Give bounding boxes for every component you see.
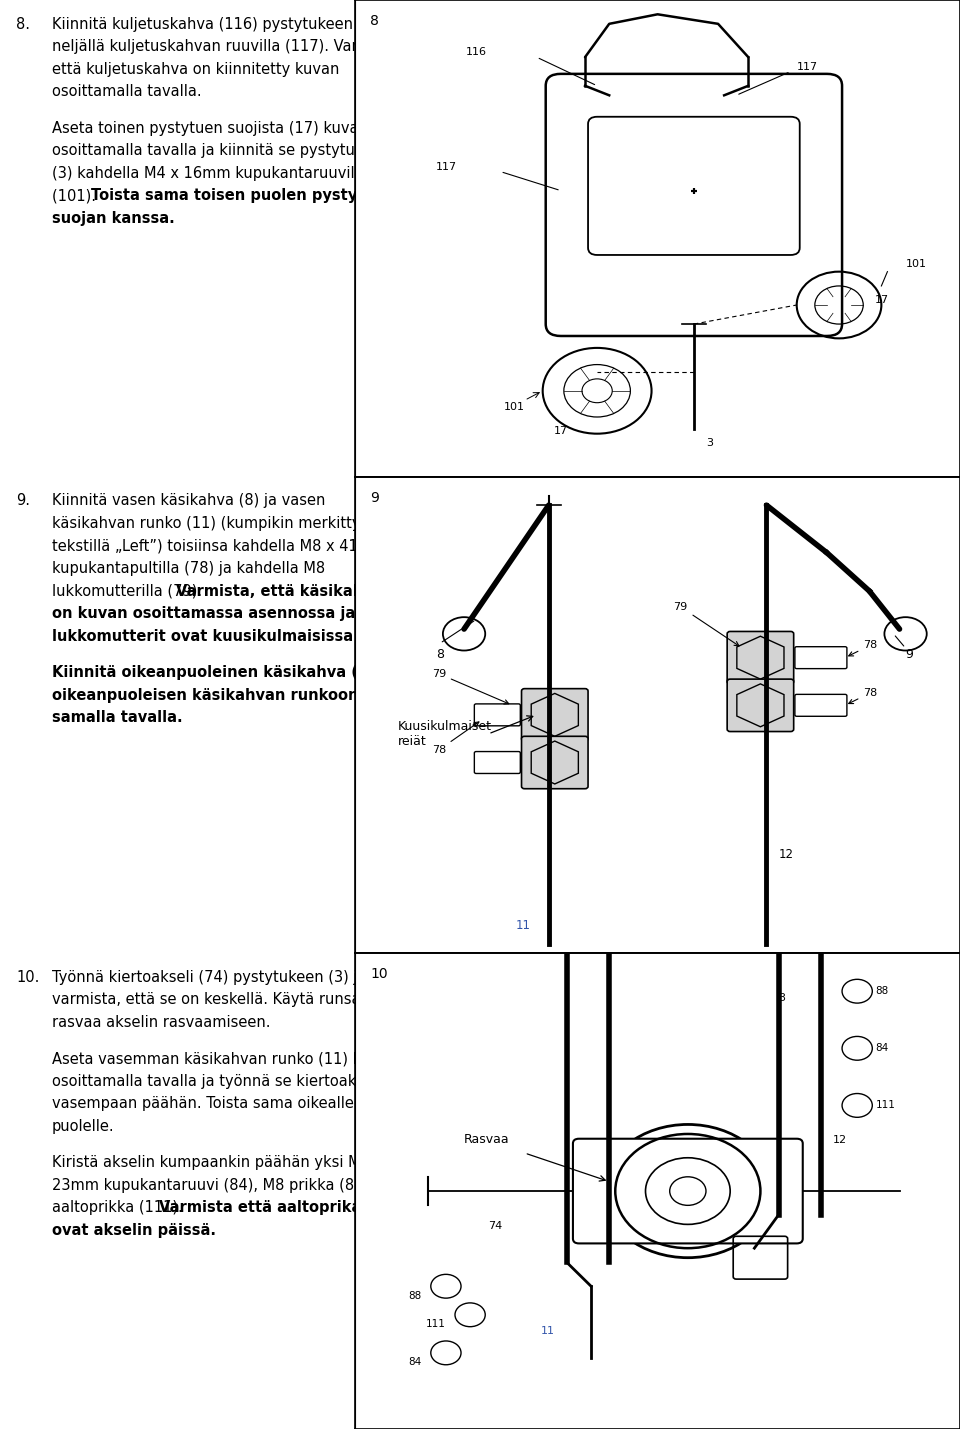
Text: suojan kanssa.: suojan kanssa. bbox=[52, 211, 175, 226]
Text: puolelle.: puolelle. bbox=[52, 1119, 114, 1135]
Text: Kiinnitä vasen käsikahva (8) ja vasen: Kiinnitä vasen käsikahva (8) ja vasen bbox=[52, 493, 324, 509]
Text: oikeanpuoleisen käsikahvan runkoon (12): oikeanpuoleisen käsikahvan runkoon (12) bbox=[52, 687, 396, 703]
Text: 17: 17 bbox=[554, 426, 568, 436]
FancyBboxPatch shape bbox=[474, 752, 520, 773]
Text: 117: 117 bbox=[435, 161, 457, 171]
Text: 79: 79 bbox=[432, 669, 509, 704]
Text: 9.: 9. bbox=[16, 493, 30, 509]
Text: vasempaan päähän. Toista sama oikealle: vasempaan päähän. Toista sama oikealle bbox=[52, 1096, 353, 1112]
FancyBboxPatch shape bbox=[588, 117, 800, 254]
Text: 78: 78 bbox=[849, 640, 877, 656]
Text: 17: 17 bbox=[876, 296, 890, 306]
Text: Kiinnitä oikeanpuoleinen käsikahva (9): Kiinnitä oikeanpuoleinen käsikahva (9) bbox=[52, 664, 374, 680]
Text: osoittamalla tavalla.: osoittamalla tavalla. bbox=[52, 84, 202, 100]
Text: 8: 8 bbox=[371, 14, 379, 29]
Text: 10.: 10. bbox=[16, 970, 39, 985]
Text: tekstillä „Left”) toisiinsa kahdella M8 x 41mm: tekstillä „Left”) toisiinsa kahdella M8 … bbox=[52, 539, 386, 553]
FancyBboxPatch shape bbox=[795, 647, 847, 669]
Text: 88: 88 bbox=[408, 1290, 421, 1300]
Text: lukkomutterit ovat kuusikulmaisissa rei’issä.: lukkomutterit ovat kuusikulmaisissa rei’… bbox=[52, 629, 423, 644]
Text: 111: 111 bbox=[426, 1319, 445, 1329]
Text: Varmista, että käsikahva: Varmista, että käsikahva bbox=[176, 583, 382, 599]
Text: ovat akselin päissä.: ovat akselin päissä. bbox=[52, 1223, 215, 1238]
FancyBboxPatch shape bbox=[795, 694, 847, 716]
Text: 101: 101 bbox=[504, 402, 524, 412]
Text: 8: 8 bbox=[436, 647, 444, 660]
FancyBboxPatch shape bbox=[573, 1139, 803, 1243]
Text: 12: 12 bbox=[833, 1136, 847, 1146]
Text: Kuusikulmaiset
reiät: Kuusikulmaiset reiät bbox=[397, 720, 492, 747]
Polygon shape bbox=[531, 742, 578, 785]
Text: osoittamalla tavalla ja työnnä se kiertoakselin: osoittamalla tavalla ja työnnä se kierto… bbox=[52, 1073, 391, 1089]
Text: käsikahvan runko (11) (kumpikin merkitty: käsikahvan runko (11) (kumpikin merkitty bbox=[52, 516, 360, 530]
Text: 11: 11 bbox=[516, 919, 531, 932]
Polygon shape bbox=[737, 636, 784, 679]
Text: (101).: (101). bbox=[52, 189, 100, 203]
Text: 8.: 8. bbox=[16, 17, 30, 31]
FancyBboxPatch shape bbox=[727, 632, 794, 684]
FancyBboxPatch shape bbox=[521, 736, 588, 789]
Text: osoittamalla tavalla ja kiinnitä se pystytukeen: osoittamalla tavalla ja kiinnitä se pyst… bbox=[52, 143, 390, 159]
Text: Aseta vasemman käsikahvan runko (11) kuvan: Aseta vasemman käsikahvan runko (11) kuv… bbox=[52, 1052, 396, 1066]
Text: 3: 3 bbox=[779, 993, 785, 1003]
Text: Toista sama toisen puolen pystytuen: Toista sama toisen puolen pystytuen bbox=[91, 189, 396, 203]
Text: kupukantapultilla (78) ja kahdella M8: kupukantapultilla (78) ja kahdella M8 bbox=[52, 562, 324, 576]
Text: aaltoprikka (111).: aaltoprikka (111). bbox=[52, 1200, 187, 1215]
Text: samalla tavalla.: samalla tavalla. bbox=[52, 710, 182, 726]
Text: 74: 74 bbox=[489, 1222, 502, 1232]
Text: 117: 117 bbox=[797, 61, 818, 71]
Text: 3: 3 bbox=[706, 439, 713, 449]
Text: 84: 84 bbox=[408, 1358, 421, 1368]
Text: 23mm kupukantaruuvi (84), M8 prikka (88) ja: 23mm kupukantaruuvi (84), M8 prikka (88)… bbox=[52, 1177, 386, 1193]
Text: 11: 11 bbox=[540, 1326, 555, 1336]
Text: Varmista että aaltoprikat: Varmista että aaltoprikat bbox=[159, 1200, 369, 1215]
Text: että kuljetuskahva on kiinnitetty kuvan: että kuljetuskahva on kiinnitetty kuvan bbox=[52, 61, 339, 77]
Text: 12: 12 bbox=[779, 847, 794, 860]
Text: Työnnä kiertoakseli (74) pystytukeen (3) ja: Työnnä kiertoakseli (74) pystytukeen (3)… bbox=[52, 970, 366, 985]
Text: 84: 84 bbox=[876, 1043, 889, 1053]
Text: rasvaa akselin rasvaamiseen.: rasvaa akselin rasvaamiseen. bbox=[52, 1015, 270, 1030]
FancyBboxPatch shape bbox=[521, 689, 588, 742]
Text: 101: 101 bbox=[905, 259, 926, 269]
FancyBboxPatch shape bbox=[474, 704, 520, 726]
Text: 116: 116 bbox=[466, 47, 487, 57]
Text: 9: 9 bbox=[371, 492, 379, 504]
Text: 9: 9 bbox=[905, 647, 914, 660]
Text: Kiinnitä kuljetuskahva (116) pystytukeen (3): Kiinnitä kuljetuskahva (116) pystytukeen… bbox=[52, 17, 377, 31]
Text: 78: 78 bbox=[432, 722, 479, 755]
FancyBboxPatch shape bbox=[727, 679, 794, 732]
Polygon shape bbox=[531, 693, 578, 736]
Text: lukkomutterilla (79).: lukkomutterilla (79). bbox=[52, 583, 206, 599]
Text: 10: 10 bbox=[371, 967, 388, 982]
Text: Rasvaa: Rasvaa bbox=[464, 1133, 510, 1146]
Text: varmista, että se on keskellä. Käytä runsaasti: varmista, että se on keskellä. Käytä run… bbox=[52, 992, 387, 1007]
Text: on kuvan osoittamassa asennossa ja: on kuvan osoittamassa asennossa ja bbox=[52, 606, 355, 622]
Text: Aseta toinen pystytuen suojista (17) kuvan: Aseta toinen pystytuen suojista (17) kuv… bbox=[52, 120, 368, 136]
Text: 111: 111 bbox=[876, 1100, 896, 1110]
Text: Kiristä akselin kumpaankin päähän yksi M8 x: Kiristä akselin kumpaankin päähän yksi M… bbox=[52, 1155, 383, 1170]
Polygon shape bbox=[737, 684, 784, 727]
Text: 79: 79 bbox=[674, 602, 739, 646]
Text: 88: 88 bbox=[876, 986, 889, 996]
Text: 78: 78 bbox=[849, 687, 877, 703]
Text: neljällä kuljetuskahvan ruuvilla (117). Varmista: neljällä kuljetuskahvan ruuvilla (117). … bbox=[52, 39, 397, 54]
Text: (3) kahdella M4 x 16mm kupukantaruuvilla: (3) kahdella M4 x 16mm kupukantaruuvilla bbox=[52, 166, 368, 181]
